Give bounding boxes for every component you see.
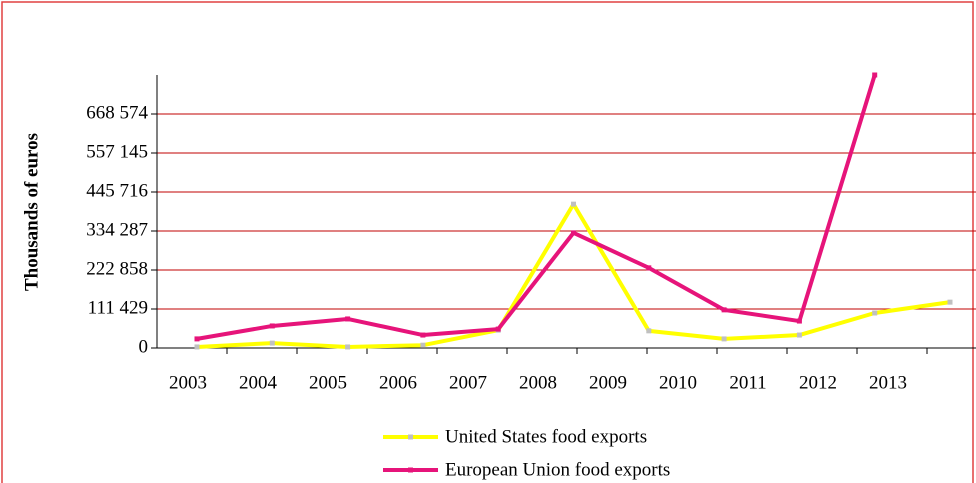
data-point [194, 344, 200, 350]
data-point [420, 332, 426, 338]
y-tick-label: 334 287 [86, 219, 148, 240]
data-point [872, 310, 878, 316]
y-tick-label: 111 429 [88, 297, 148, 318]
y-tick-label: 557 145 [86, 141, 148, 162]
x-tick-label: 2004 [239, 372, 278, 393]
legend-marker [408, 467, 413, 473]
x-tick-label: 2009 [589, 372, 627, 393]
x-tick-label: 2008 [519, 372, 557, 393]
x-tick-label: 2003 [169, 372, 207, 393]
x-tick-label: 2010 [659, 372, 697, 393]
y-tick-label: 668 574 [86, 102, 148, 123]
data-point [269, 340, 275, 346]
data-point [721, 336, 727, 342]
data-point [194, 336, 200, 342]
data-point [646, 328, 652, 334]
x-tick-label: 2012 [799, 372, 837, 393]
data-point [571, 201, 576, 207]
x-tick-label: 2013 [869, 372, 907, 393]
x-tick-label: 2011 [729, 372, 766, 393]
data-point [345, 316, 351, 322]
data-point [495, 326, 501, 332]
data-point [420, 342, 426, 348]
y-tick-label: 222 858 [86, 258, 148, 279]
legend-label: United States food exports [445, 426, 647, 447]
data-point [571, 230, 576, 236]
data-point [947, 299, 953, 305]
legend-label: European Union food exports [445, 459, 670, 480]
data-point [269, 323, 275, 329]
data-point [646, 265, 652, 271]
y-axis-label: Thousands of euros [21, 133, 42, 291]
x-tick-label: 2005 [309, 372, 347, 393]
legend-marker [408, 434, 413, 440]
series-line [196, 202, 951, 349]
data-point [796, 332, 802, 338]
data-point [872, 72, 878, 78]
series-line [196, 74, 877, 341]
x-tick-label: 2007 [449, 372, 487, 393]
data-point [796, 318, 802, 324]
y-tick-label: 445 716 [86, 180, 148, 201]
y-tick-label: 0 [139, 336, 149, 357]
x-tick-label: 2006 [379, 372, 417, 393]
data-point [345, 344, 351, 350]
data-point [721, 307, 727, 313]
